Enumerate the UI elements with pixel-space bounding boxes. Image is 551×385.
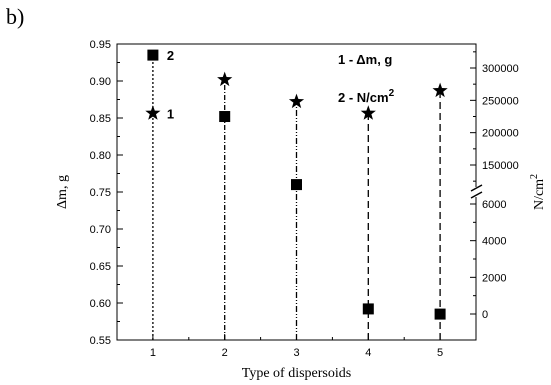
square-marker: [219, 111, 231, 123]
left-tick-label: 0.65: [90, 261, 111, 273]
left-tick-label: 0.60: [90, 298, 111, 310]
star-marker: [145, 105, 161, 120]
left-axis-title: Δm, g: [55, 175, 70, 209]
right-tick-label: 0: [482, 309, 488, 321]
right-tick-label: 200000: [482, 128, 519, 140]
star-marker: [288, 93, 305, 109]
x-tick-label: 2: [222, 347, 228, 359]
square-marker: [147, 49, 159, 61]
axis-break-mark: [470, 184, 483, 192]
x-tick-label: 5: [437, 347, 443, 359]
left-tick-label: 0.80: [90, 150, 111, 162]
legend-entry: 1 - Δm, g: [338, 52, 392, 67]
axis-break-gap: [473, 187, 485, 197]
right-tick-label: 300000: [482, 63, 519, 75]
chart-texts: 2 1 1 - Δm, g 2 - N/cm2: [167, 48, 395, 121]
star-marker: [217, 71, 233, 87]
right-tick-label: 150000: [482, 160, 519, 172]
drop-lines: [152, 55, 441, 340]
square-marker: [362, 303, 374, 315]
left-tick-label: 0.85: [90, 113, 111, 125]
square-marker: [434, 308, 446, 320]
right-axis-ticks: 0 2000 4000 6000 150000 200000 250000 300000 N/c…: [470, 51, 547, 321]
left-tick-label: 0.90: [90, 76, 111, 88]
left-tick-label: 0.75: [90, 187, 111, 199]
x-tick-label: 1: [150, 347, 156, 359]
x-tick-label: 4: [365, 347, 371, 359]
panel-label: b): [6, 4, 25, 29]
data-markers: [145, 49, 448, 320]
star-marker: [360, 105, 376, 120]
x-axis-ticks: 1 2 3 4 5 Type of dispersoids: [116, 334, 443, 381]
series-annotation: 1: [167, 106, 174, 121]
right-tick-label: 4000: [482, 236, 506, 248]
right-tick-label: 6000: [482, 199, 506, 211]
star-marker: [432, 82, 448, 98]
left-tick-label: 0.70: [90, 224, 111, 236]
square-marker: [291, 179, 302, 191]
axis-break-mark: [470, 191, 483, 199]
left-axis-ticks: 0.55 0.60 0.65 0.70 0.75 0.80 0.85 0.90 0.95 Δm, …: [55, 39, 123, 347]
right-axis-title: N/cm2: [529, 174, 547, 210]
left-tick-label: 0.95: [90, 39, 111, 51]
x-axis-title: Type of dispersoids: [242, 366, 351, 381]
x-tick-label: 3: [293, 347, 299, 359]
right-tick-label: 2000: [482, 272, 506, 284]
series-annotation: 2: [167, 48, 174, 63]
right-tick-label: 250000: [482, 95, 519, 107]
left-tick-label: 0.55: [90, 335, 111, 347]
legend-entry: 2 - N/cm2: [338, 88, 395, 105]
